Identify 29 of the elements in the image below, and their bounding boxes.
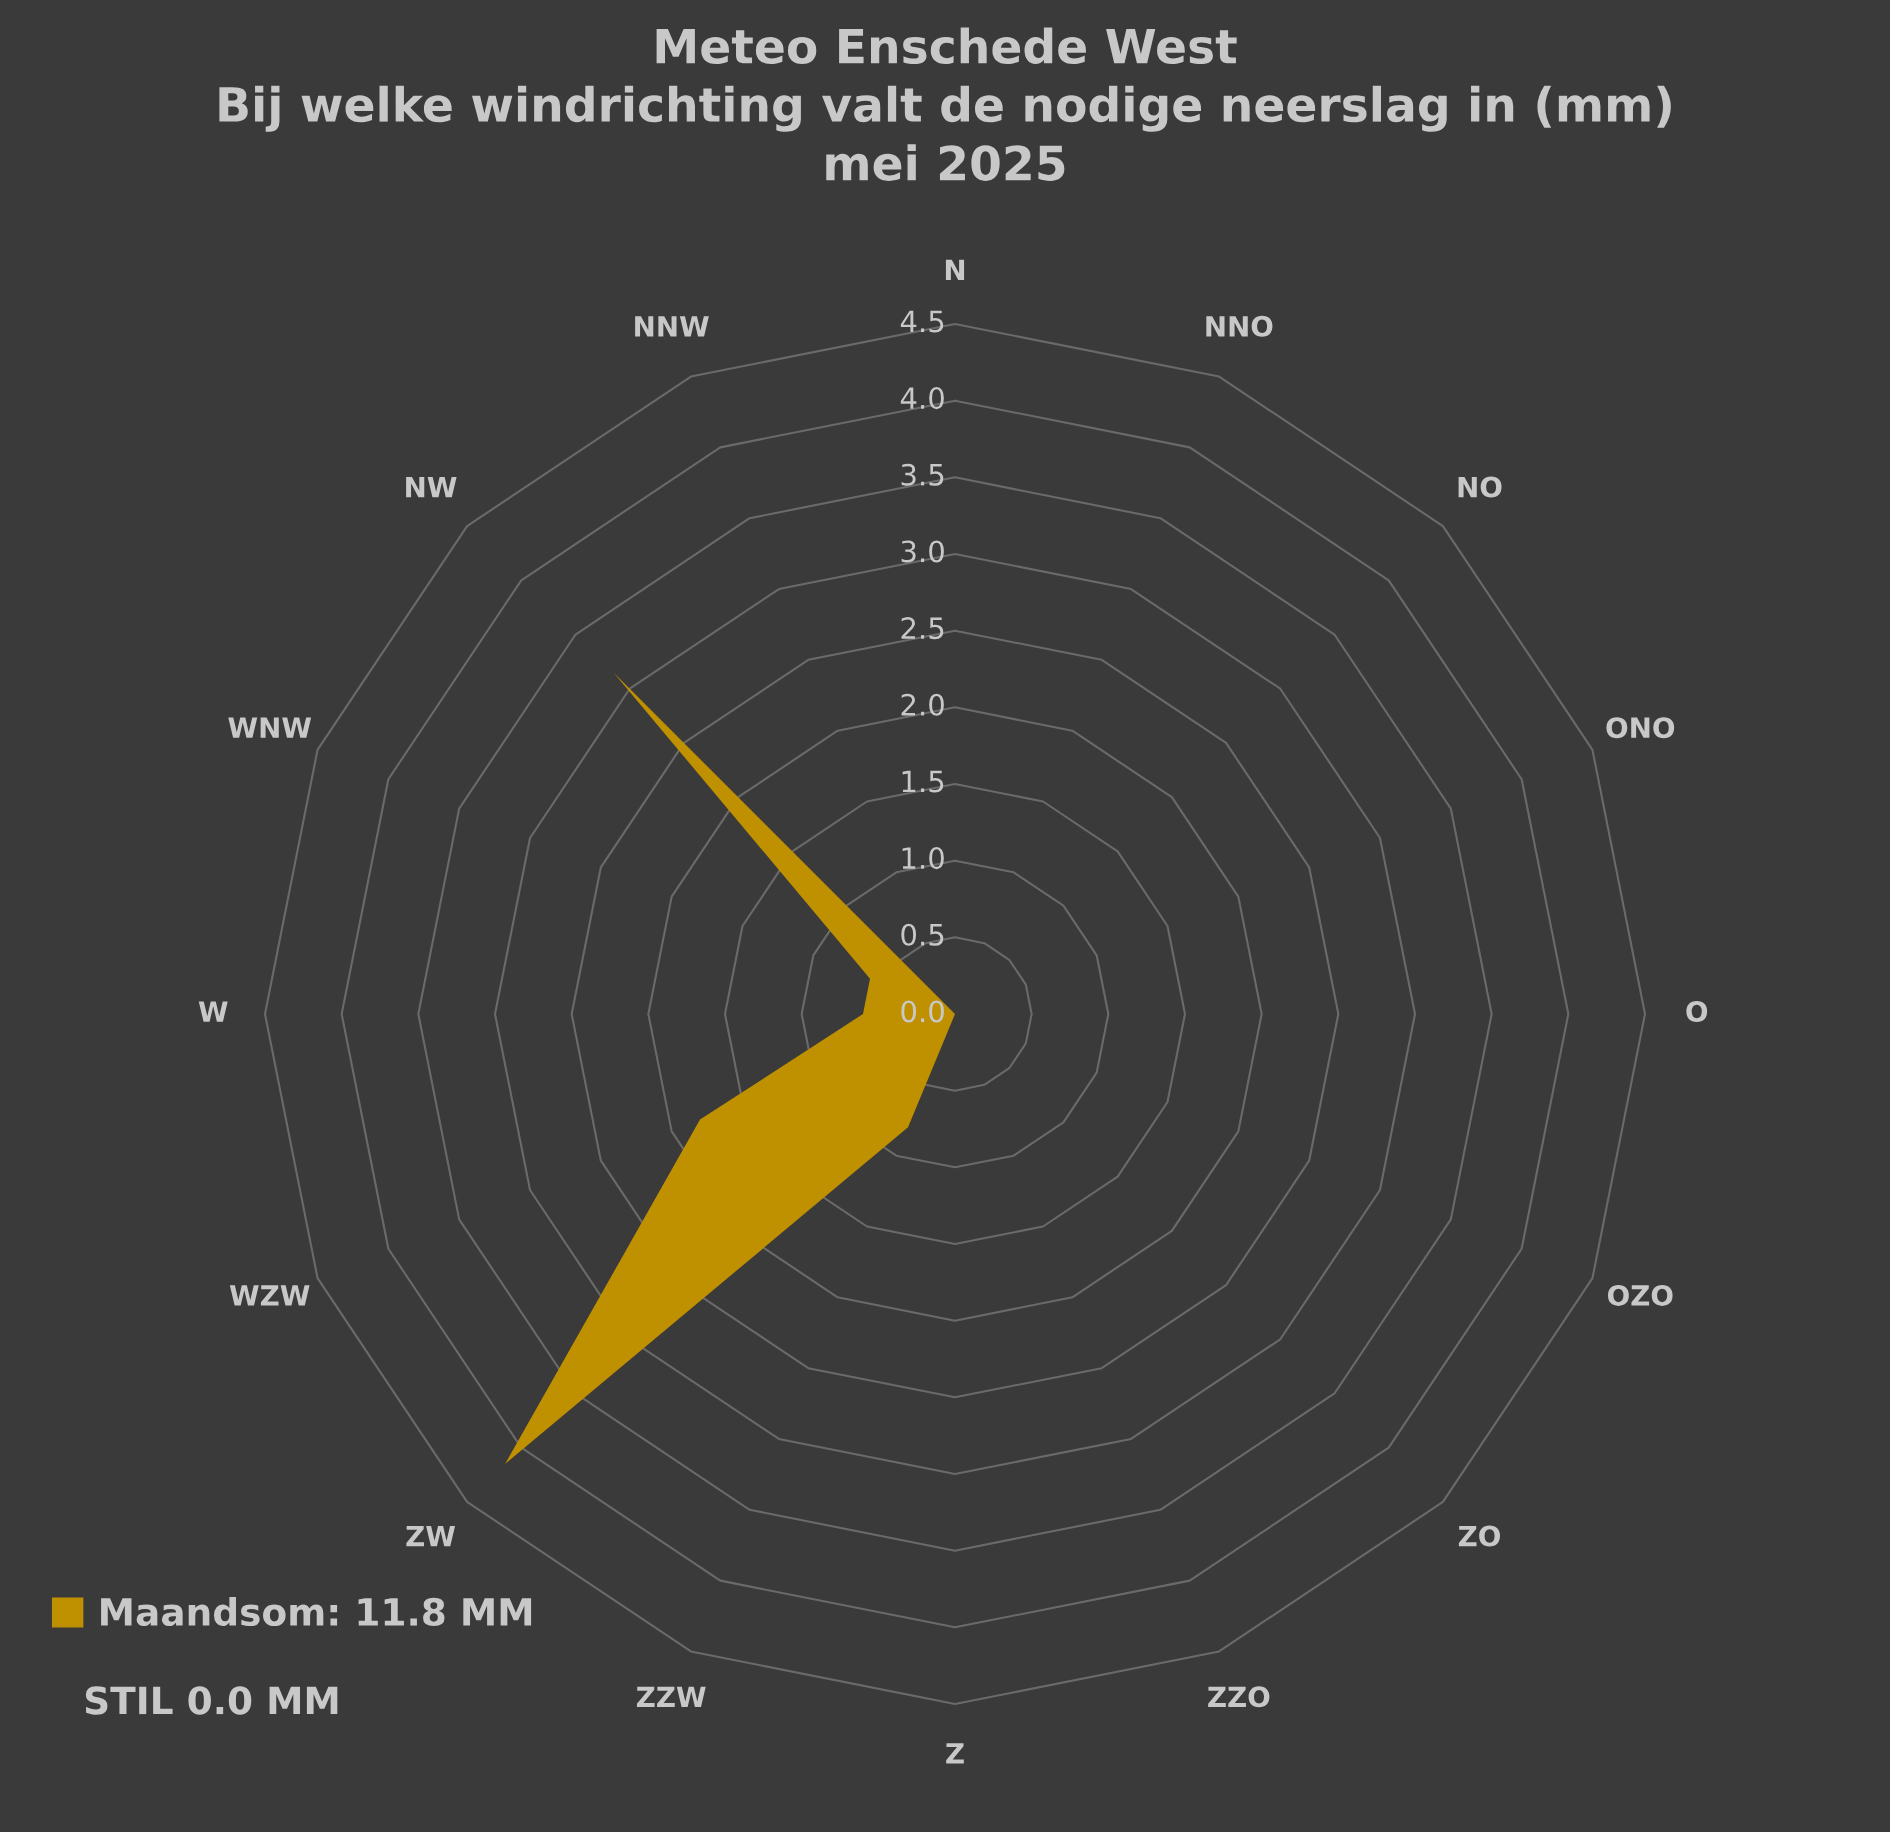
y-tick-label: 3.0 [901, 540, 944, 563]
y-tick-label: 1.5 [902, 770, 944, 793]
y-tick-label: 4.5 [900, 310, 944, 333]
spoke-label: ZO [1458, 1525, 1500, 1547]
y-tick-label: 3.5 [901, 463, 944, 486]
spoke-label: O [1686, 1001, 1708, 1023]
spoke-label: NO [1458, 476, 1502, 498]
y-tick-label: 0.5 [901, 923, 944, 946]
y-tick-label: 2.5 [901, 617, 944, 640]
spoke-label: ZZW [636, 1686, 706, 1707]
spoke-label: NW [406, 476, 457, 498]
spoke-label: WNW [228, 717, 312, 738]
spoke-label: NNW [635, 316, 709, 337]
y-tick-label: 0.0 [901, 1000, 944, 1023]
y-tick-label: 1.0 [902, 847, 944, 870]
spoke-label: N [945, 259, 965, 280]
spoke-label: ZW [406, 1525, 456, 1547]
spoke-label: OZO [1607, 1284, 1673, 1306]
y-tick-label: 2.0 [901, 693, 944, 716]
spoke-label: W [198, 1001, 228, 1022]
spoke-label: ONO [1606, 717, 1675, 739]
chart-title: Meteo Enschede West Bij welke windrichting valt de nodige neerslag in (mm) mei 2025 [219, 27, 1671, 181]
text: STIL 0.0 MM [85, 1686, 338, 1715]
spoke-label: WZW [229, 1285, 310, 1306]
spoke-label: ZZO [1208, 1686, 1270, 1708]
spoke-label: NNO [1206, 315, 1273, 337]
spoke-label: Z [946, 1743, 964, 1764]
legend-label: Maandsom: 11.8 MM [101, 1597, 532, 1627]
y-tick-label: 4.0 [900, 387, 944, 410]
